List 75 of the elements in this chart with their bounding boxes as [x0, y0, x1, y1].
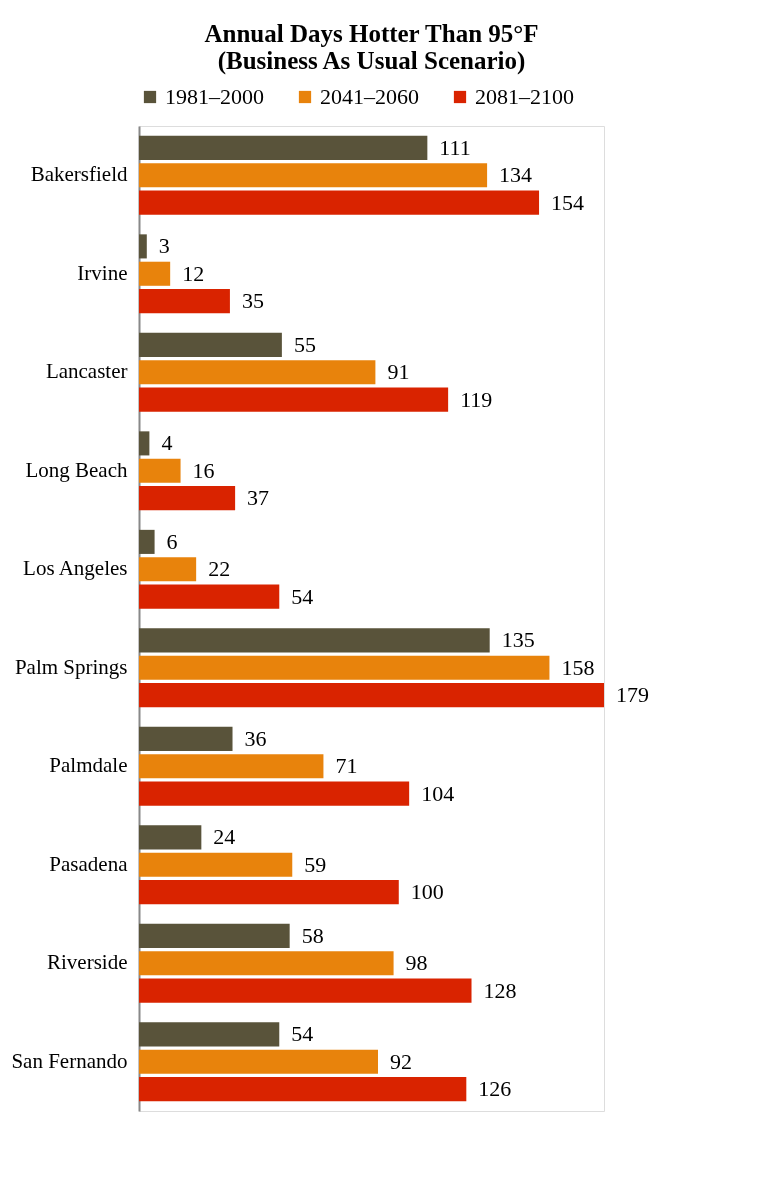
data-label: 22 [208, 556, 231, 582]
bar [139, 628, 490, 653]
bar [139, 781, 410, 806]
data-label: 71 [335, 753, 358, 779]
bar [139, 584, 280, 609]
y-tick-label: Long Beach [25, 457, 128, 482]
legend-label: 2041–2060 [320, 84, 419, 109]
bar [139, 1077, 467, 1102]
bar [139, 135, 428, 160]
y-tick-label: Lancaster [45, 359, 128, 384]
data-label: 55 [293, 331, 316, 357]
data-label: 54 [291, 583, 314, 609]
bar [139, 923, 290, 948]
y-tick-label: Palmdale [49, 753, 128, 778]
data-label: 98 [405, 950, 428, 976]
bar [139, 234, 147, 259]
y-tick-label: Palm Springs [14, 654, 128, 679]
data-label: 100 [410, 879, 444, 905]
legend-label: 1981–2000 [165, 84, 264, 109]
bar [139, 529, 155, 554]
bar [139, 261, 171, 286]
y-tick-label: Riverside [47, 950, 128, 975]
data-label: 91 [387, 359, 410, 385]
bar [139, 825, 202, 850]
bar [139, 190, 540, 215]
data-label: 12 [182, 260, 205, 286]
data-label: 37 [247, 485, 270, 511]
bar [139, 683, 604, 708]
data-label: 158 [561, 654, 595, 680]
data-label: 179 [616, 682, 649, 708]
data-label: 4 [161, 430, 173, 456]
bar [139, 458, 181, 483]
text: Annual Days Hotter Than 95°F [204, 20, 539, 47]
bar [139, 163, 488, 188]
bar [139, 978, 472, 1003]
data-label: 111 [439, 134, 471, 160]
bar [139, 289, 230, 314]
data-label: 16 [192, 457, 215, 483]
legend-label: 2081–2100 [475, 84, 574, 109]
data-label: 119 [460, 386, 493, 412]
bar [139, 332, 282, 357]
bar [139, 852, 293, 877]
data-label: 24 [213, 824, 236, 850]
bar [139, 387, 449, 412]
data-label: 35 [241, 288, 264, 314]
y-tick-label: Irvine [77, 260, 128, 285]
y-tick-label: Los Angeles [23, 556, 128, 581]
data-label: 134 [499, 162, 533, 188]
bar [139, 655, 550, 680]
bar [139, 951, 394, 976]
bar [139, 360, 376, 385]
bar [139, 754, 324, 779]
text: (Business As Usual Scenario) [217, 47, 526, 74]
data-label: 104 [421, 780, 455, 806]
y-tick-label: San Fernando [11, 1048, 128, 1073]
y-tick-label: Bakersfield [30, 162, 128, 187]
data-label: 3 [158, 233, 170, 259]
data-label: 154 [551, 189, 585, 215]
data-label: 128 [483, 977, 517, 1003]
data-label: 54 [291, 1021, 314, 1047]
data-label: 126 [478, 1076, 512, 1102]
bar [139, 1022, 280, 1047]
data-label: 6 [166, 528, 178, 554]
y-tick-label: Pasadena [49, 851, 129, 876]
data-label: 36 [244, 725, 267, 751]
bar [139, 726, 233, 751]
data-label: 59 [304, 851, 327, 877]
bar [139, 1049, 378, 1074]
data-label: 58 [301, 922, 324, 948]
bar [139, 486, 236, 511]
data-label: 92 [389, 1048, 412, 1074]
bar [139, 431, 150, 456]
bar [139, 557, 197, 582]
bar [139, 880, 399, 905]
data-label: 135 [501, 627, 535, 653]
